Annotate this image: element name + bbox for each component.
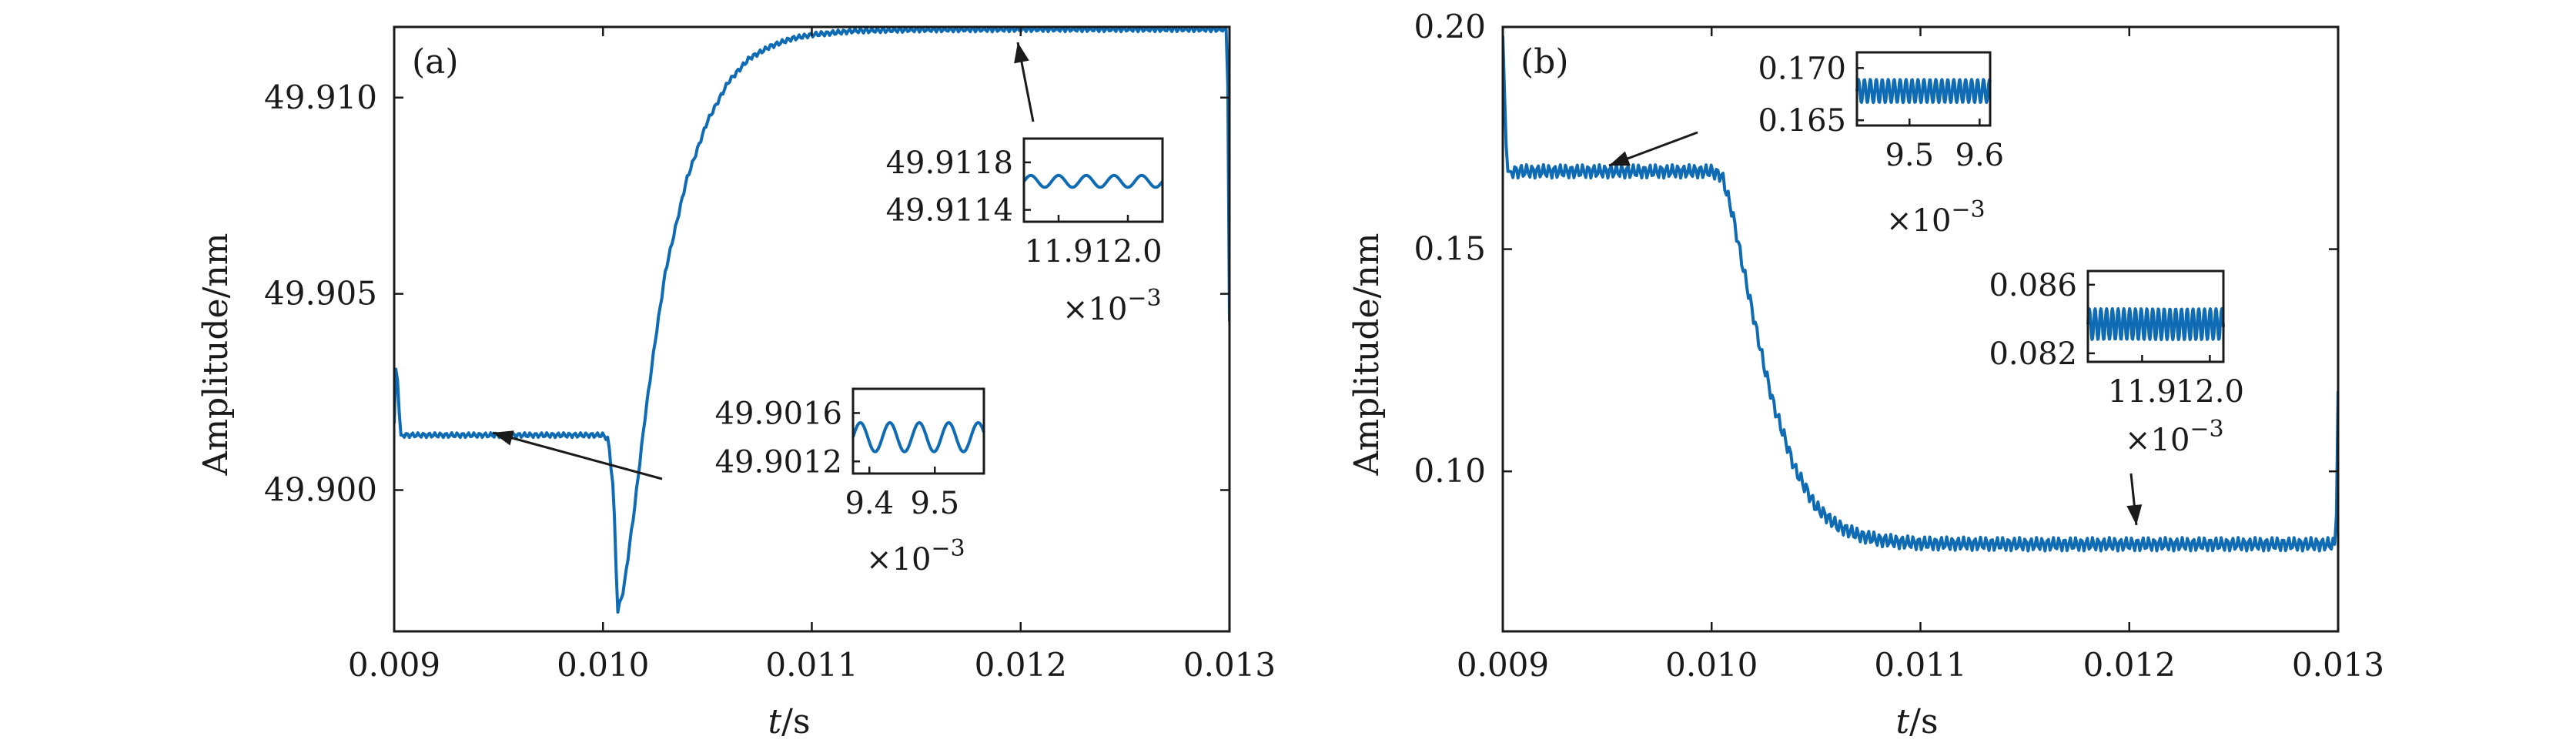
panel-a-x-tick-label: 0.012 — [975, 646, 1067, 684]
panel-b-x-tick-label: 0.012 — [2083, 646, 2176, 684]
panel-b-xlabel-unit: /s — [1909, 702, 1938, 741]
panel-a-inset-exponent-power: −3 — [1127, 285, 1161, 312]
panel-a-inset-x-tick-label: 11.9 — [1024, 234, 1092, 269]
panel-a-inset-frame — [851, 387, 985, 475]
panel-b-inset-exponent-power: −3 — [2190, 416, 2223, 443]
panel-a-inset-x-tick-label: 9.5 — [910, 486, 959, 521]
panel-a-y-tick-label: 49.900 — [264, 470, 377, 508]
panel-b-inset-exponent: ×10−3 — [2125, 416, 2224, 458]
panel-a-inset-bg — [853, 389, 984, 474]
panel-b-inset-1: 9.5 9.6 0.170 0.165 ×10−3 — [1758, 51, 2004, 239]
panel-b-inset-exponent-base: ×10 — [1886, 203, 1951, 239]
panel-a-annotation-arrowhead — [1014, 42, 1029, 64]
panel-a-inset-series-line — [1022, 173, 1164, 189]
panel-b-inset-x-tick-label: 9.5 — [1885, 138, 1934, 173]
panel-b-x-tick-label: 0.009 — [1457, 646, 1549, 684]
panel-b-x-tick-label: 0.010 — [1665, 646, 1758, 684]
panel-a-inset-1: 9.4 9.5 49.9016 49.9012 ×10−3 — [715, 387, 985, 577]
panel-a-inset-frame — [1022, 137, 1164, 223]
panel-a-xlabel-var: t — [768, 702, 781, 741]
panel-a-annotation-arrow — [492, 431, 663, 480]
panel-a-inset-series-line — [851, 421, 985, 453]
panel-b-y-tick-label: 0.15 — [1413, 230, 1486, 268]
panel-b-inset-y-tick-label: 0.165 — [1758, 103, 1846, 139]
panel-b-annotation-arrowhead — [2126, 504, 2143, 525]
panel-b-xlabel: t/s — [1895, 702, 1938, 741]
panel-b-inset-x-tick-label: 11.9 — [2108, 374, 2176, 410]
panel-b-inset-x-tick-label: 12.0 — [2176, 374, 2244, 410]
panel-a-inset-y-tick-label: 49.9012 — [715, 444, 842, 480]
panel-a-inset-x-tick-label: 12.0 — [1093, 234, 1162, 269]
panel-b-xlabel-var: t — [1895, 702, 1909, 741]
panel-a-annotation-arrowhead — [493, 430, 514, 446]
panel-a-x-tick-label: 0.011 — [765, 646, 858, 684]
panel-b-y-tick-label: 0.10 — [1413, 452, 1486, 490]
panel-b-inset-series-line — [1855, 78, 1992, 105]
panel-b-annotation-arrowhead — [1609, 151, 1631, 166]
panel-b-inset-exponent-power: −3 — [1951, 196, 1985, 223]
panel-b-plot: 0.009 0.010 0.011 0.012 0.013 0.10 0.15 0.20 9.5… — [1413, 8, 2384, 684]
panel-b-inset-exponent: ×10−3 — [1886, 196, 1986, 239]
panel-a-plot: 0.009 0.010 0.011 0.012 0.013 49.900 49.905 49.… — [264, 25, 1276, 684]
panel-a-x-tick-label: 0.009 — [348, 646, 440, 684]
panel-b-x-tick-label: 0.013 — [2292, 646, 2384, 684]
panel-a-ylabel: Amplitude/nm — [196, 233, 236, 477]
panel-b-inset-y-tick-label: 0.086 — [1989, 268, 2077, 303]
panel-a: 0.009 0.010 0.011 0.012 0.013 49.900 49.905 49.… — [196, 25, 1276, 741]
panel-b-inset-series-line — [2086, 307, 2225, 342]
panel-b-x-tick-label: 0.011 — [1874, 646, 1966, 684]
panel-a-inset-2: 11.9 12.0 49.9118 49.9114 ×10−3 — [886, 137, 1164, 327]
panel-a-xlabel-unit: /s — [781, 702, 810, 741]
panel-a-y-tick-label: 49.905 — [264, 275, 377, 313]
panel-b-ylabel: Amplitude/nm — [1347, 233, 1387, 477]
panel-a-inset-exponent-base: ×10 — [866, 542, 931, 577]
panel-b-series-line — [1503, 35, 2338, 553]
panel-b-inset-x-tick-label: 9.6 — [1955, 138, 2005, 173]
panel-a-inset-exponent: ×10−3 — [866, 535, 965, 577]
panel-a-inset-exponent-base: ×10 — [1062, 292, 1127, 327]
panel-a-inset-y-tick-label: 49.9016 — [715, 396, 842, 431]
panel-b-inset-y-tick-label: 0.082 — [1989, 336, 2077, 372]
panel-b-inset-frame — [1855, 51, 1992, 127]
panel-b-inset-2: 11.912.0 0.086 0.082 ×10−3 — [1989, 268, 2243, 458]
panel-b-inset-y-tick-label: 0.170 — [1758, 51, 1846, 86]
panel-b-y-tick-label: 0.20 — [1413, 8, 1486, 45]
panel-a-inset-y-tick-label: 49.9114 — [886, 193, 1013, 229]
panel-a-y-tick-label: 49.910 — [264, 79, 377, 116]
panel-a-xlabel: t/s — [768, 702, 810, 741]
panel-a-inset-exponent: ×10−3 — [1062, 285, 1162, 327]
panel-a-x-tick-label: 0.013 — [1183, 646, 1276, 684]
panel-b: 0.009 0.010 0.011 0.012 0.013 0.10 0.15 0.20 9.5… — [1347, 8, 2384, 741]
panel-a-inset-exponent-power: −3 — [931, 535, 965, 562]
panel-a-x-tick-label: 0.010 — [557, 646, 649, 684]
panel-a-inset-y-tick-label: 49.9118 — [886, 146, 1013, 181]
panel-a-inset-x-tick-label: 9.4 — [845, 486, 894, 521]
panel-b-inset-exponent-base: ×10 — [2125, 423, 2190, 458]
panel-a-label: (a) — [412, 42, 459, 82]
panel-b-inset-frame — [2086, 269, 2225, 363]
panel-b-label: (b) — [1521, 42, 1569, 82]
